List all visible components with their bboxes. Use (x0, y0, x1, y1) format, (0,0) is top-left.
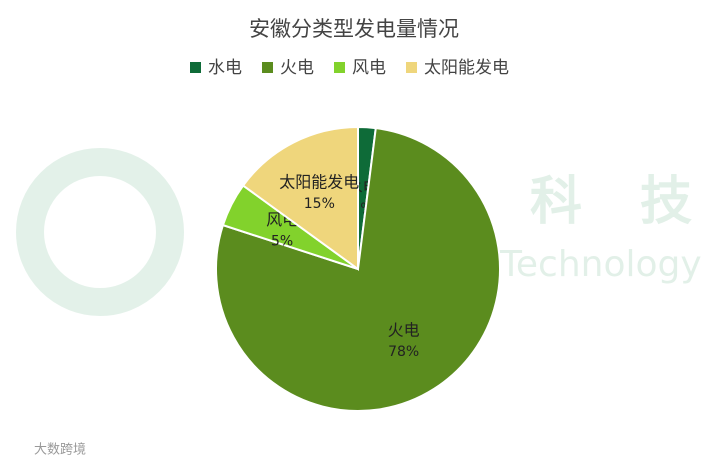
legend-swatch (334, 62, 345, 73)
watermark-text: 科 (530, 172, 582, 232)
watermark-logo (16, 148, 184, 316)
legend-swatch (262, 62, 273, 73)
legend-label: 风电 (352, 58, 386, 78)
source-mark: 大数跨境 (34, 443, 86, 458)
data-label-value: 78% (388, 344, 419, 360)
watermark-text: 技 (640, 172, 692, 232)
data-label-value: 15% (304, 196, 335, 212)
chart-title: 安徽分类型发电量情况 (249, 17, 459, 41)
watermark: 科 技 Technology (16, 148, 702, 316)
legend-swatch (406, 62, 417, 73)
data-label-name: 太阳能发电 (279, 173, 359, 192)
data-label-value: 5% (271, 233, 293, 249)
data-label-name: 火电 (388, 320, 420, 339)
legend-swatch (190, 62, 201, 73)
legend-label: 太阳能发电 (424, 58, 509, 78)
legend-label: 火电 (280, 58, 314, 78)
pie-slice (241, 125, 359, 271)
legend-label: 水电 (208, 58, 242, 78)
watermark-text: Technology (499, 244, 702, 285)
